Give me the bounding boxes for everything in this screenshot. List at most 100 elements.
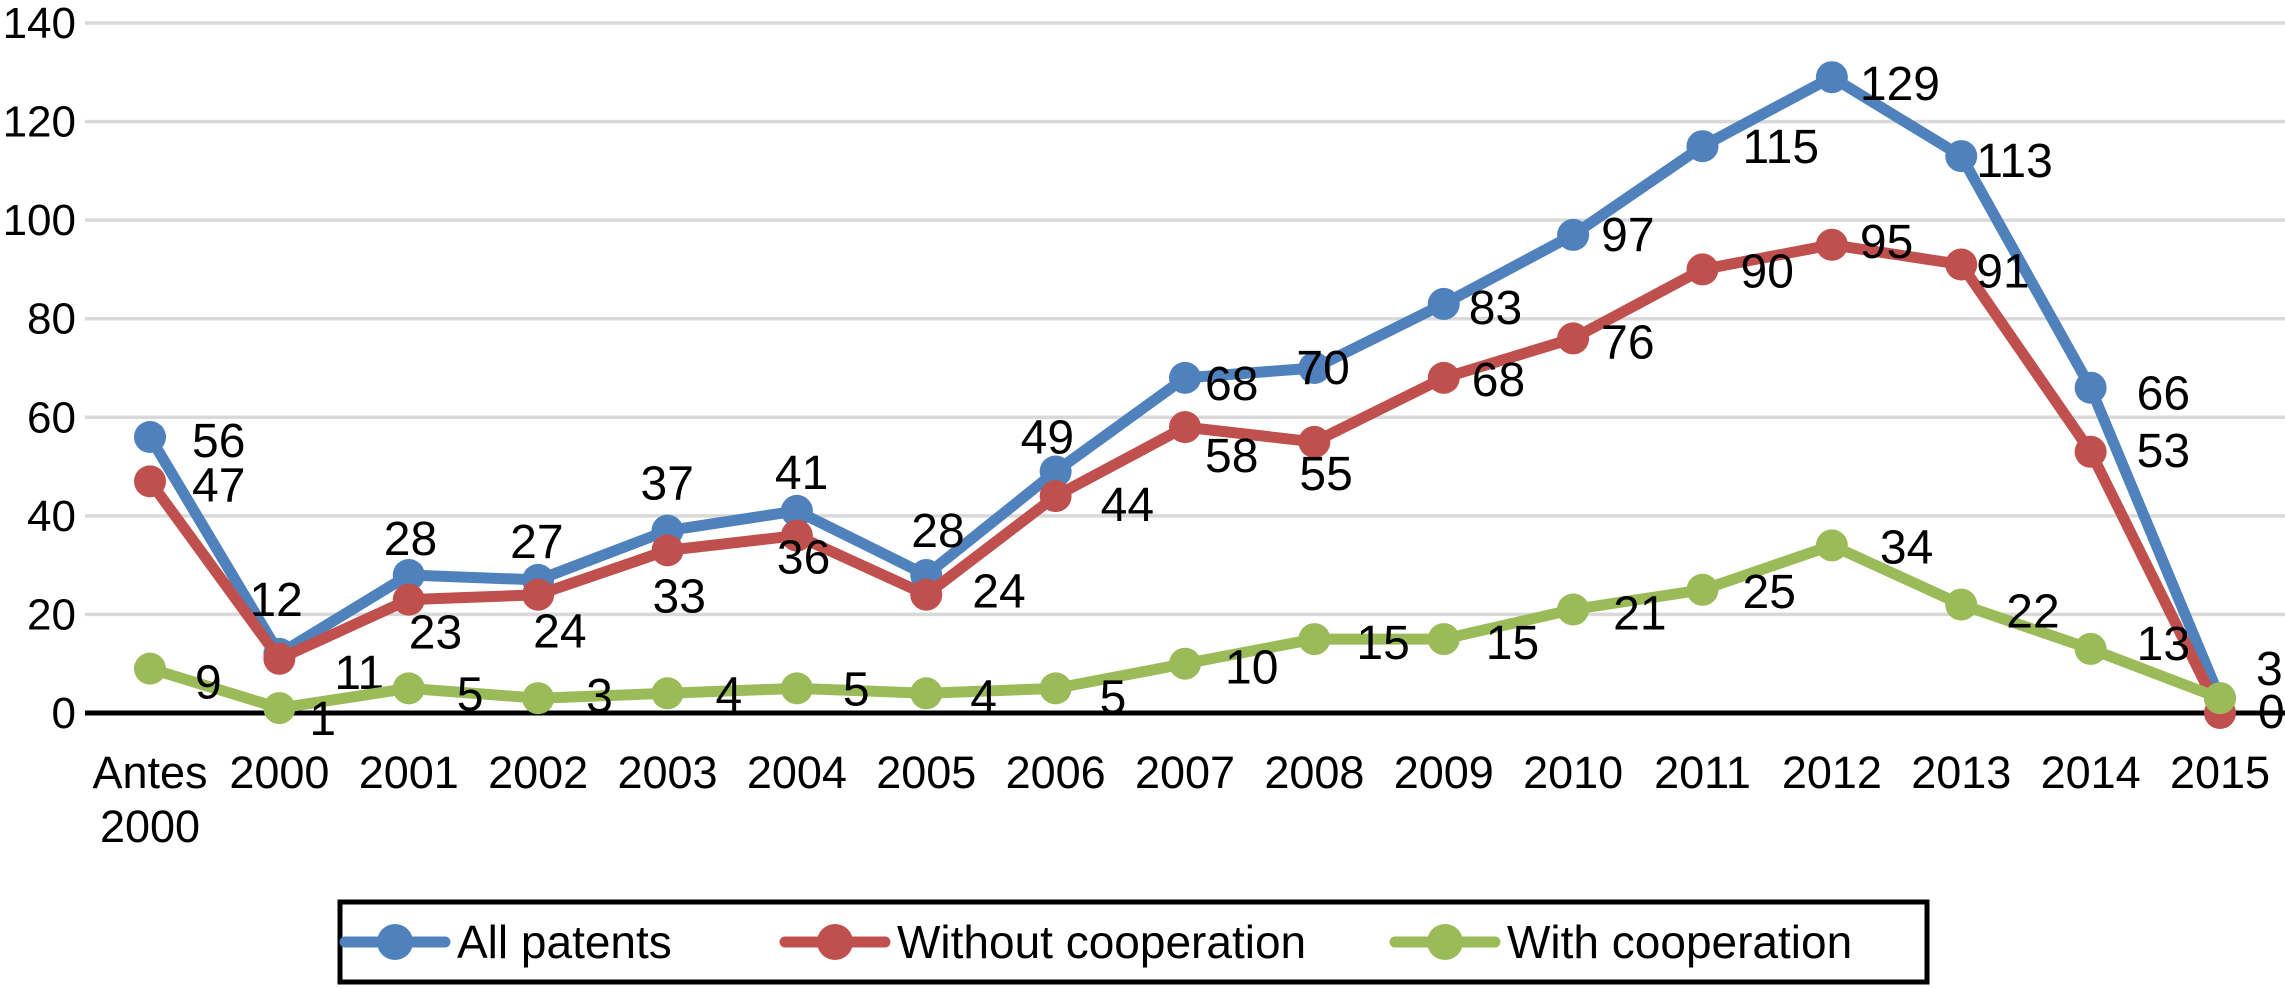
data-label: 13 — [2137, 618, 2190, 671]
x-axis-label: 2002 — [488, 747, 588, 798]
data-point-marker — [134, 421, 166, 453]
legend-label: With cooperation — [1507, 916, 1852, 968]
data-label: 22 — [2006, 586, 2059, 639]
x-axis-label: 2014 — [2041, 747, 2141, 798]
data-point-marker — [1427, 361, 1460, 394]
data-point-marker — [522, 682, 555, 715]
x-axis-label: 2010 — [1523, 747, 1623, 798]
data-point-marker — [780, 672, 813, 705]
x-axis-label: 2000 — [229, 747, 329, 798]
data-label: 83 — [1469, 282, 1522, 335]
data-point-marker — [1945, 588, 1978, 621]
y-tick-label: 60 — [27, 393, 76, 442]
data-point-marker — [1557, 593, 1590, 626]
legend-dot-marker — [817, 924, 853, 960]
data-point-marker — [1298, 623, 1331, 656]
data-label: 55 — [1299, 448, 1352, 501]
data-point-marker — [1298, 425, 1331, 458]
data-point-marker — [392, 672, 425, 705]
data-label: 34 — [1880, 521, 1933, 574]
data-label: 36 — [777, 532, 830, 585]
y-tick-label: 140 — [3, 0, 76, 48]
data-point-marker — [910, 677, 943, 710]
data-label: 3 — [2256, 643, 2283, 696]
data-point-marker — [1686, 573, 1719, 606]
data-label: 33 — [653, 570, 706, 623]
data-label: 37 — [641, 458, 694, 511]
data-point-marker — [263, 692, 296, 725]
x-axis-label: 2004 — [747, 747, 847, 798]
data-point-marker — [392, 559, 425, 591]
data-point-marker — [1298, 352, 1331, 384]
data-point-marker — [651, 677, 684, 710]
data-label: 28 — [384, 513, 437, 566]
y-axis-tick-labels: 0 20 40 60 80 100 120 140 — [3, 0, 76, 738]
legend: All patents Without cooperation With coope… — [337, 899, 1930, 985]
x-axis-label: Antes 2000 — [92, 747, 207, 852]
data-point-marker — [1815, 529, 1848, 562]
data-label: 5 — [843, 663, 870, 716]
data-label: 129 — [1860, 58, 1940, 111]
x-axis-labels: Antes 2000 2000 2001 2002 2003 2004 2005 2006 200… — [92, 747, 2270, 852]
x-axis-label: 2006 — [1006, 747, 1106, 798]
data-label: 24 — [533, 606, 586, 659]
data-point-marker — [1169, 411, 1201, 444]
data-point-marker — [263, 642, 296, 675]
data-point-marker — [1815, 228, 1848, 261]
data-point-marker — [1945, 140, 1978, 173]
data-point-marker — [651, 534, 684, 567]
data-label: 97 — [1601, 209, 1654, 262]
y-tick-label: 100 — [3, 196, 76, 245]
data-point-marker — [1427, 287, 1460, 320]
data-label: 4 — [970, 671, 997, 724]
legend-label: All patents — [457, 916, 672, 968]
legend-box — [337, 899, 1930, 985]
data-label: 24 — [972, 566, 1025, 619]
x-axis-label: 2009 — [1394, 747, 1494, 798]
data-point-marker — [2074, 371, 2107, 404]
legend-dot-marker — [1427, 924, 1463, 960]
legend-item-without-cooperation: Without cooperation — [779, 916, 1306, 968]
data-point-marker — [522, 578, 555, 611]
y-tick-label: 20 — [27, 590, 76, 639]
data-label: 95 — [1860, 216, 1913, 269]
data-label: 5 — [457, 668, 484, 721]
data-point-marker — [1427, 623, 1460, 656]
data-label: 58 — [1205, 430, 1258, 483]
data-label: 90 — [1741, 245, 1794, 298]
data-point-marker — [1039, 480, 1072, 513]
data-point-marker — [1945, 248, 1978, 281]
data-labels-all-patents: 56 12 28 27 37 41 28 49 68 70 83 97 115 129 113 66 3 — [192, 58, 2283, 696]
data-label: 113 — [1976, 135, 2053, 188]
data-label: 15 — [1486, 617, 1539, 670]
data-label: 1 — [309, 693, 336, 746]
data-label: 53 — [2137, 425, 2190, 478]
x-axis-label: 2015 — [2170, 747, 2270, 798]
data-label: 56 — [192, 415, 245, 468]
data-label: 47 — [192, 459, 245, 512]
y-tick-label: 40 — [27, 492, 76, 541]
data-point-marker — [780, 519, 813, 552]
data-label: 68 — [1205, 358, 1258, 411]
x-axis-label: 2007 — [1135, 747, 1235, 798]
data-label: 25 — [1743, 566, 1796, 619]
x-axis-label: 2011 — [1654, 747, 1751, 798]
data-point-marker — [910, 578, 943, 611]
data-label: 66 — [2137, 368, 2190, 421]
data-point-marker — [134, 465, 166, 498]
data-point-marker — [1169, 361, 1201, 394]
x-axis-label: 2013 — [1911, 747, 2011, 798]
data-point-marker — [1686, 130, 1719, 163]
data-point-marker — [2204, 682, 2236, 715]
data-label: 28 — [911, 505, 964, 558]
x-axis-label: 2001 — [359, 747, 459, 798]
x-axis-label: 2003 — [617, 747, 717, 798]
legend-item-with-cooperation: With cooperation — [1389, 916, 1852, 968]
legend-label: Without cooperation — [897, 916, 1306, 968]
data-point-marker — [780, 494, 813, 527]
data-label: 10 — [1225, 642, 1278, 695]
x-axis-label: 2005 — [876, 747, 976, 798]
